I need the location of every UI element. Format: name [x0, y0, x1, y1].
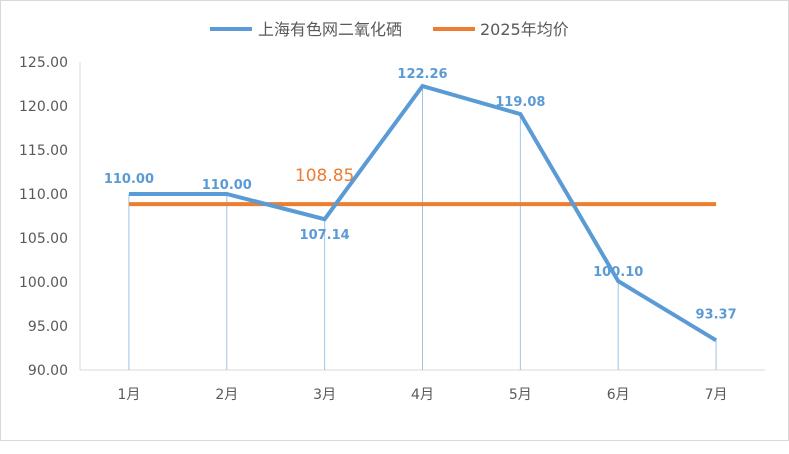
x-tick-label: 1月	[117, 387, 140, 403]
data-label: 110.00	[104, 172, 154, 187]
data-label: 122.26	[397, 67, 447, 82]
x-tick-label: 5月	[509, 387, 532, 403]
legend-label-price: 上海有色网二氧化硒	[258, 20, 402, 39]
y-tick-label: 90.00	[28, 363, 68, 379]
chart-border	[0, 0, 789, 441]
x-tick-label: 2月	[215, 387, 238, 403]
axes: 90.00 95.00 100.00 105.00 110.00 115.00 120.00…	[19, 55, 765, 403]
y-tick-label: 125.00	[19, 55, 68, 71]
data-label: 110.00	[202, 178, 252, 193]
series-lines	[128, 83, 718, 343]
drop-lines	[128, 86, 717, 370]
y-tick-label: 95.00	[28, 319, 68, 335]
y-tick-label: 110.00	[19, 187, 68, 203]
data-label: 119.08	[495, 95, 545, 110]
y-tick-label: 105.00	[19, 231, 68, 247]
legend-label-average: 2025年均价	[480, 20, 569, 39]
data-labels: 110.00 110.00 107.14 122.26 119.08 100.10 93.3…	[104, 67, 737, 322]
y-tick-label: 100.00	[19, 275, 68, 291]
x-tick-label: 6月	[607, 387, 630, 403]
y-tick-label: 115.00	[19, 143, 68, 159]
data-label: 107.14	[300, 228, 350, 243]
y-tick-label: 120.00	[19, 99, 68, 115]
data-label: 100.10	[593, 265, 643, 280]
legend: 上海有色网二氧化硒 2025年均价	[210, 20, 569, 39]
x-tick-label: 7月	[705, 387, 728, 403]
x-tick-label: 4月	[411, 387, 434, 403]
data-label: 93.37	[696, 307, 737, 322]
average-value-label: 108.85	[295, 166, 354, 186]
x-tick-label: 3月	[313, 387, 336, 403]
